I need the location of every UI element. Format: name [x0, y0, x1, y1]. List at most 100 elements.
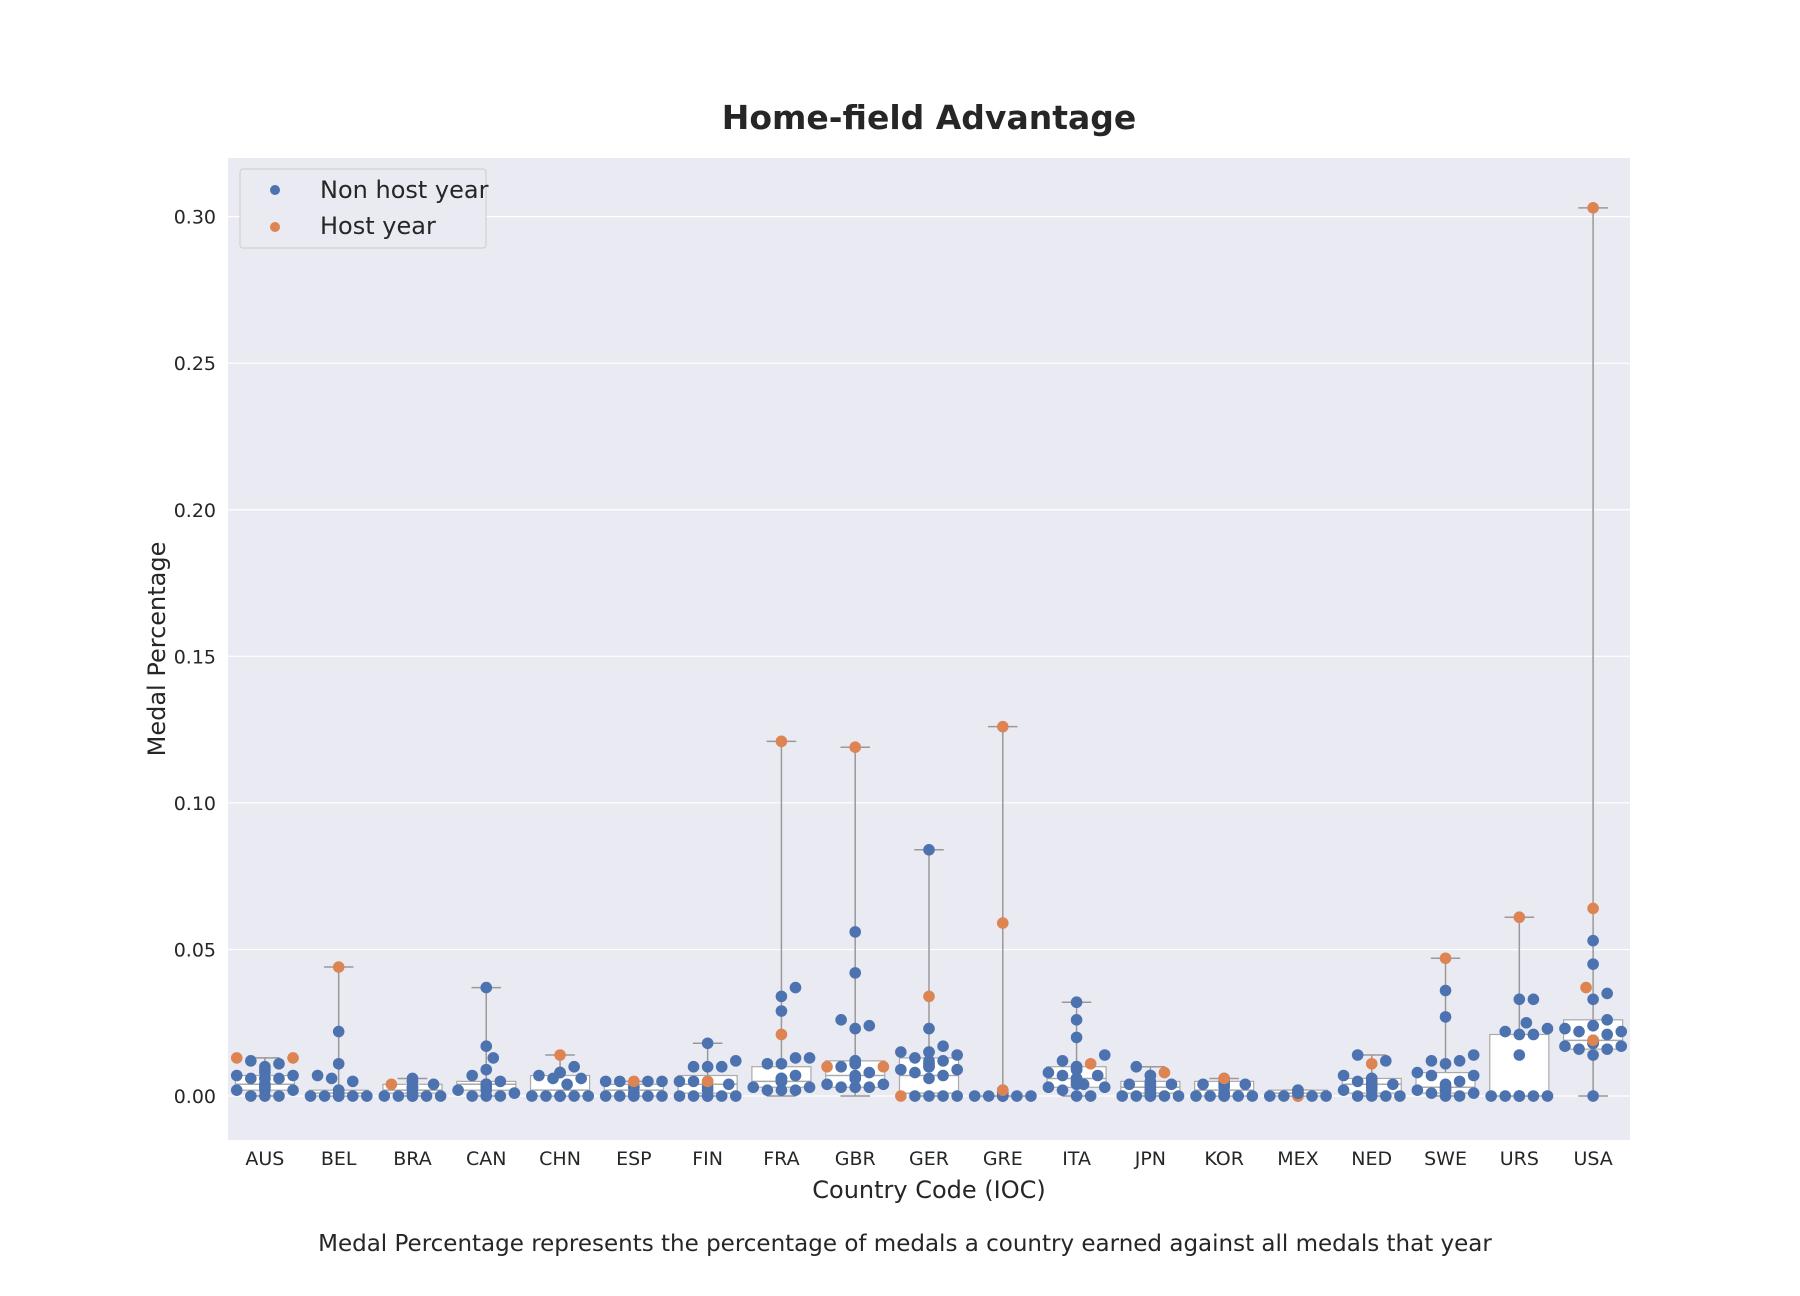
non-host-point-swe — [1425, 1055, 1438, 1067]
non-host-point-aus — [245, 1090, 257, 1102]
non-host-point-kor — [1246, 1090, 1259, 1102]
non-host-point-fra — [761, 1084, 774, 1096]
non-host-point-aus — [245, 1055, 257, 1067]
non-host-point-bel — [332, 1057, 345, 1070]
non-host-point-bel — [361, 1090, 373, 1102]
non-host-point-ger — [923, 1090, 935, 1102]
y-axis-label: Medal Percentage — [143, 542, 171, 757]
non-host-point-aus — [273, 1090, 285, 1102]
non-host-point-ger — [923, 1072, 935, 1085]
legend-label-host: Host year — [320, 212, 436, 240]
non-host-point-urs — [1527, 1090, 1540, 1102]
non-host-point-swe — [1439, 1078, 1452, 1091]
non-host-point-mex — [1263, 1090, 1276, 1102]
non-host-point-swe — [1467, 1069, 1480, 1082]
host-point-fin — [701, 1075, 714, 1088]
non-host-point-urs — [1513, 1090, 1526, 1102]
non-host-point-urs — [1499, 1090, 1512, 1102]
host-point-ger — [923, 990, 935, 1003]
non-host-point-ger — [909, 1090, 921, 1102]
legend-marker-non-host — [270, 185, 280, 195]
non-host-point-ger — [937, 1040, 949, 1052]
non-host-point-chn — [568, 1060, 580, 1073]
non-host-point-urs — [1541, 1022, 1554, 1035]
non-host-point-can — [508, 1087, 521, 1099]
x-tick-label: FIN — [692, 1148, 723, 1170]
non-host-point-ger — [895, 1063, 907, 1076]
non-host-point-fra — [747, 1081, 760, 1094]
non-host-point-ita — [1091, 1069, 1104, 1082]
y-tick-label: 0.25 — [174, 353, 216, 375]
non-host-point-swe — [1453, 1075, 1466, 1088]
legend-label-non-host: Non host year — [320, 176, 489, 204]
non-host-point-fin — [715, 1060, 728, 1073]
host-point-usa — [1587, 202, 1599, 214]
non-host-point-can — [480, 1078, 493, 1091]
non-host-point-swe — [1425, 1069, 1438, 1082]
non-host-point-mex — [1306, 1090, 1318, 1102]
non-host-point-usa — [1615, 1040, 1628, 1052]
non-host-point-ita — [1056, 1055, 1069, 1067]
non-host-point-chn — [561, 1078, 573, 1091]
non-host-point-fra — [775, 1084, 788, 1096]
host-point-gbr — [849, 741, 862, 753]
non-host-point-fra — [775, 1005, 788, 1017]
non-host-point-jpn — [1130, 1060, 1143, 1073]
non-host-point-gbr — [835, 1060, 847, 1073]
x-tick-label: SWE — [1424, 1148, 1467, 1170]
non-host-point-can — [466, 1090, 478, 1102]
non-host-point-aus — [273, 1072, 285, 1085]
y-tick-label: 0.00 — [174, 1086, 216, 1108]
non-host-point-fra — [803, 1052, 816, 1064]
non-host-point-ned — [1351, 1090, 1364, 1102]
non-host-point-ger — [937, 1055, 949, 1067]
host-point-chn — [554, 1049, 566, 1061]
non-host-point-bra — [406, 1072, 419, 1085]
non-host-point-fin — [687, 1060, 700, 1073]
x-tick-label: GBR — [835, 1148, 876, 1170]
non-host-point-urs — [1485, 1090, 1497, 1102]
non-host-point-gre — [1011, 1090, 1023, 1102]
non-host-point-ger — [923, 1022, 935, 1035]
non-host-point-fra — [789, 1052, 802, 1064]
host-point-kor — [1218, 1072, 1230, 1085]
non-host-point-ger — [951, 1090, 963, 1102]
non-host-point-gbr — [849, 1081, 862, 1094]
y-tick-labels: 0.00 0.05 0.10 0.15 0.20 0.25 0.30 — [174, 207, 216, 1108]
swarm-points — [230, 202, 1628, 1102]
non-host-point-usa — [1573, 1043, 1585, 1055]
x-tick-label: JPN — [1134, 1148, 1166, 1170]
non-host-point-ned — [1394, 1090, 1406, 1102]
non-host-point-fra — [789, 1069, 802, 1082]
x-tick-label: KOR — [1204, 1148, 1244, 1170]
non-host-point-esp — [613, 1075, 626, 1088]
non-host-point-gbr — [849, 1055, 862, 1067]
non-host-point-chn — [554, 1066, 566, 1079]
x-tick-label: BEL — [321, 1148, 357, 1170]
non-host-point-swe — [1411, 1066, 1424, 1079]
non-host-point-urs — [1513, 1028, 1526, 1041]
non-host-point-aus — [287, 1069, 299, 1082]
x-axis-label: Country Code (IOC) — [812, 1176, 1046, 1204]
non-host-point-swe — [1453, 1055, 1466, 1067]
non-host-point-fin — [729, 1055, 742, 1067]
x-tick-label: BRA — [393, 1148, 431, 1170]
non-host-point-aus — [273, 1057, 285, 1070]
non-host-point-gbr — [849, 1069, 862, 1082]
host-point-gre — [996, 720, 1009, 733]
x-tick-label: ITA — [1062, 1148, 1091, 1170]
non-host-point-usa — [1601, 1014, 1613, 1026]
non-host-point-swe — [1467, 1049, 1480, 1061]
non-host-point-usa — [1587, 934, 1599, 947]
y-tick-label: 0.30 — [174, 207, 216, 229]
host-point-gbr — [877, 1060, 890, 1073]
non-host-point-fin — [701, 1037, 714, 1050]
non-host-point-bel — [332, 1025, 345, 1038]
x-tick-labels: AUS BEL BRA CAN CHN ESP FIN FRA GBR GER GRE ITA JPN K… — [245, 1148, 1612, 1170]
non-host-point-gbr — [835, 1081, 847, 1094]
non-host-point-fra — [775, 1057, 788, 1070]
x-tick-label: GRE — [983, 1148, 1023, 1170]
non-host-point-chn — [540, 1090, 552, 1102]
non-host-point-fra — [775, 1072, 788, 1085]
non-host-point-kor — [1232, 1090, 1245, 1102]
